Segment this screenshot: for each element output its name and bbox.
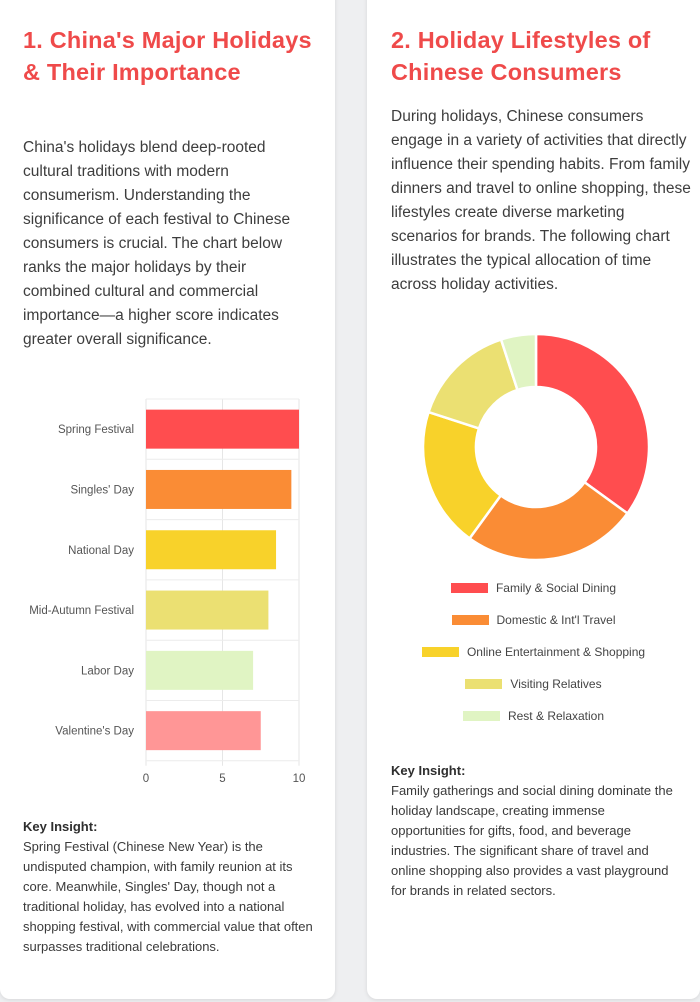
section1-title: 1. China's Major Holidays & Their Import… <box>23 27 312 85</box>
section1-key-insight: Key Insight: Spring Festival (Chinese Ne… <box>23 817 318 957</box>
legend-item-rest-relaxation[interactable]: Rest & Relaxation <box>367 706 700 726</box>
bar-singles-day[interactable] <box>146 469 292 509</box>
section2-insight-label: Key Insight: <box>391 763 466 778</box>
section2-insight-text: Family gatherings and social dining domi… <box>391 783 673 898</box>
bar-mid-autumn-festival[interactable] <box>146 590 269 630</box>
legend-swatch <box>450 583 488 593</box>
legend-swatch <box>465 679 503 689</box>
legend-item-visiting-relatives[interactable]: Visiting Relatives <box>367 674 700 694</box>
section2-key-insight: Key Insight: Family gatherings and socia… <box>391 761 681 901</box>
y-tick-label: Singles' Day <box>70 484 134 496</box>
legend-item-family-social-dining[interactable]: Family & Social Dining <box>367 578 700 598</box>
section1-intro: China's holidays blend deep-rooted cultu… <box>23 139 291 348</box>
bar-national-day[interactable] <box>146 530 277 570</box>
slice-online-entertainment-shopping[interactable] <box>421 410 503 541</box>
legend-label: Domestic & Int'l Travel <box>496 613 616 627</box>
section1-insight-label: Key Insight: <box>23 819 98 834</box>
bar-spring-festival[interactable] <box>146 409 299 449</box>
holiday-lifestyles-card: 2. Holiday Lifestyles of Chinese Consume… <box>367 0 700 999</box>
holidays-importance-card: 1. China's Major Holidays & Their Import… <box>0 0 335 999</box>
legend-swatch <box>451 615 489 625</box>
legend-label: Family & Social Dining <box>495 581 617 595</box>
slice-family-social-dining[interactable] <box>534 332 651 516</box>
x-tick-label: 0 <box>143 773 149 785</box>
legend-item-domestic-int-l-travel[interactable]: Domestic & Int'l Travel <box>367 610 700 630</box>
y-tick-label: Spring Festival <box>58 424 134 436</box>
legend-label: Online Entertainment & Shopping <box>466 645 646 659</box>
bar-valentine-s-day[interactable] <box>146 711 261 751</box>
section1-insight-text: Spring Festival (Chinese New Year) is th… <box>23 839 313 954</box>
legend-label: Visiting Relatives <box>510 677 602 691</box>
legend-item-online-entertainment-shopping[interactable]: Online Entertainment & Shopping <box>367 642 700 662</box>
legend-label: Rest & Relaxation <box>507 709 605 723</box>
x-tick-label: 5 <box>219 773 225 785</box>
y-tick-label: Mid-Autumn Festival <box>29 605 134 617</box>
bar-labor-day[interactable] <box>146 650 254 690</box>
legend-swatch <box>462 711 500 721</box>
section2-intro: During holidays, Chinese consumers engag… <box>391 108 691 293</box>
slice-domestic-int-l-travel[interactable] <box>467 480 630 562</box>
y-tick-label: National Day <box>68 545 134 557</box>
legend-swatch <box>421 647 459 657</box>
y-tick-label: Labor Day <box>81 665 134 677</box>
holiday-importance-bar-chart: Spring Festival Singles' Day National Day M… <box>29 398 306 785</box>
section2-title: 2. Holiday Lifestyles of Chinese Consume… <box>391 27 651 85</box>
x-tick-label: 10 <box>293 773 306 785</box>
y-tick-label: Valentine's Day <box>55 726 134 738</box>
holiday-activities-donut-chart <box>421 332 651 562</box>
slice-rest-relaxation[interactable] <box>499 332 538 392</box>
